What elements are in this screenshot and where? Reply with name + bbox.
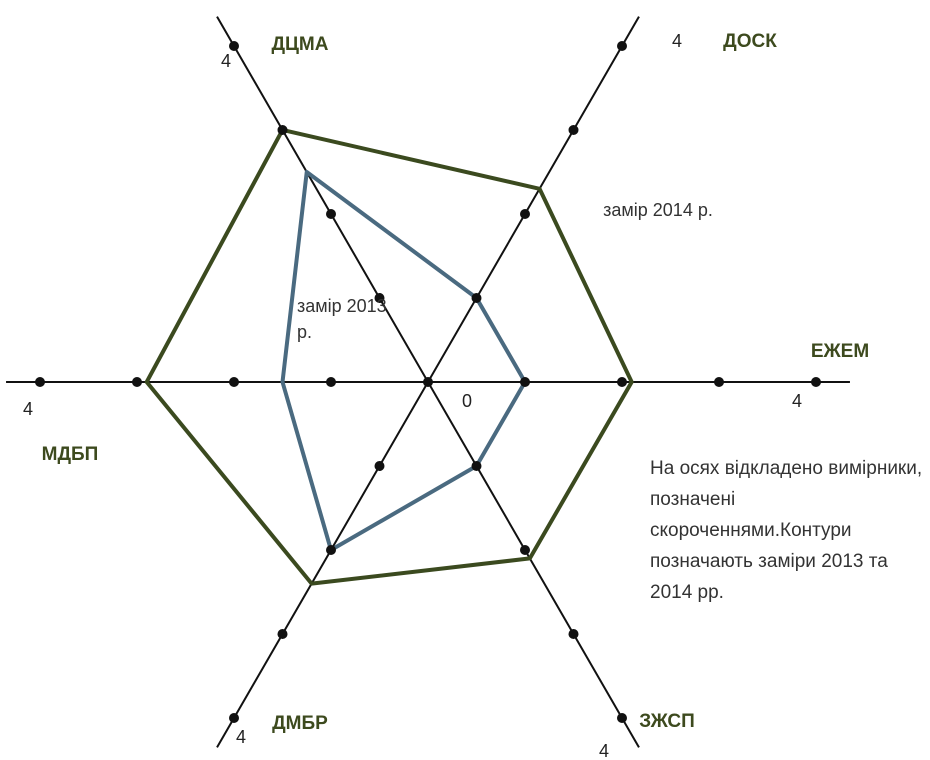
axis-line [216,16,429,383]
tick-dot [568,124,579,135]
note: На осях відкладено вимірники, позначені … [650,458,923,603]
axis-label: ЗЖСП [639,711,695,732]
axis-max-label: 4 [236,727,246,747]
axis-label: ДМБР [272,713,328,734]
series-label: замір 2013 р. [297,296,387,342]
tick-dot [520,208,530,219]
series-outline [280,169,527,553]
axis-max-label: 4 [221,51,231,71]
tick-dot [132,377,142,387]
tick-dot [277,629,288,640]
tick-dot [714,377,724,387]
tick-dot [326,377,336,387]
axis-line [427,16,640,383]
tick-dot [617,377,627,387]
tick-dot [277,124,288,135]
axis-label: МДБП [42,444,99,465]
tick-dot [229,40,239,51]
tick-dot [35,377,45,387]
tick-dot [520,545,530,556]
tick-dot [471,461,482,472]
series-label: замір 2014 р. [603,200,713,220]
tick-dot [617,713,627,724]
axis-max-label: 4 [792,391,802,411]
tick-dot [229,377,239,387]
tick-dot [374,292,385,303]
series-outline [144,127,634,586]
axis-max-label: 4 [599,741,609,760]
axis-label: ЕЖЕМ [811,341,869,362]
axis-min-label: 0 [462,391,472,411]
tick-dot [326,545,336,556]
axis-line [427,381,640,748]
axis-max-label: 4 [672,31,682,51]
tick-dot [568,629,579,640]
axis-label: ДЦМА [272,34,329,55]
tick-dot [326,208,336,219]
center-dot [423,377,433,387]
axis-max-label: 4 [23,399,33,419]
tick-dot [520,377,530,387]
tick-dot [229,713,239,724]
tick-dot [617,40,627,51]
axis-line [216,381,429,748]
tick-dot [811,377,821,387]
tick-dot [471,292,482,303]
tick-dot [374,461,385,472]
axis-label: ДОСК [723,31,777,52]
